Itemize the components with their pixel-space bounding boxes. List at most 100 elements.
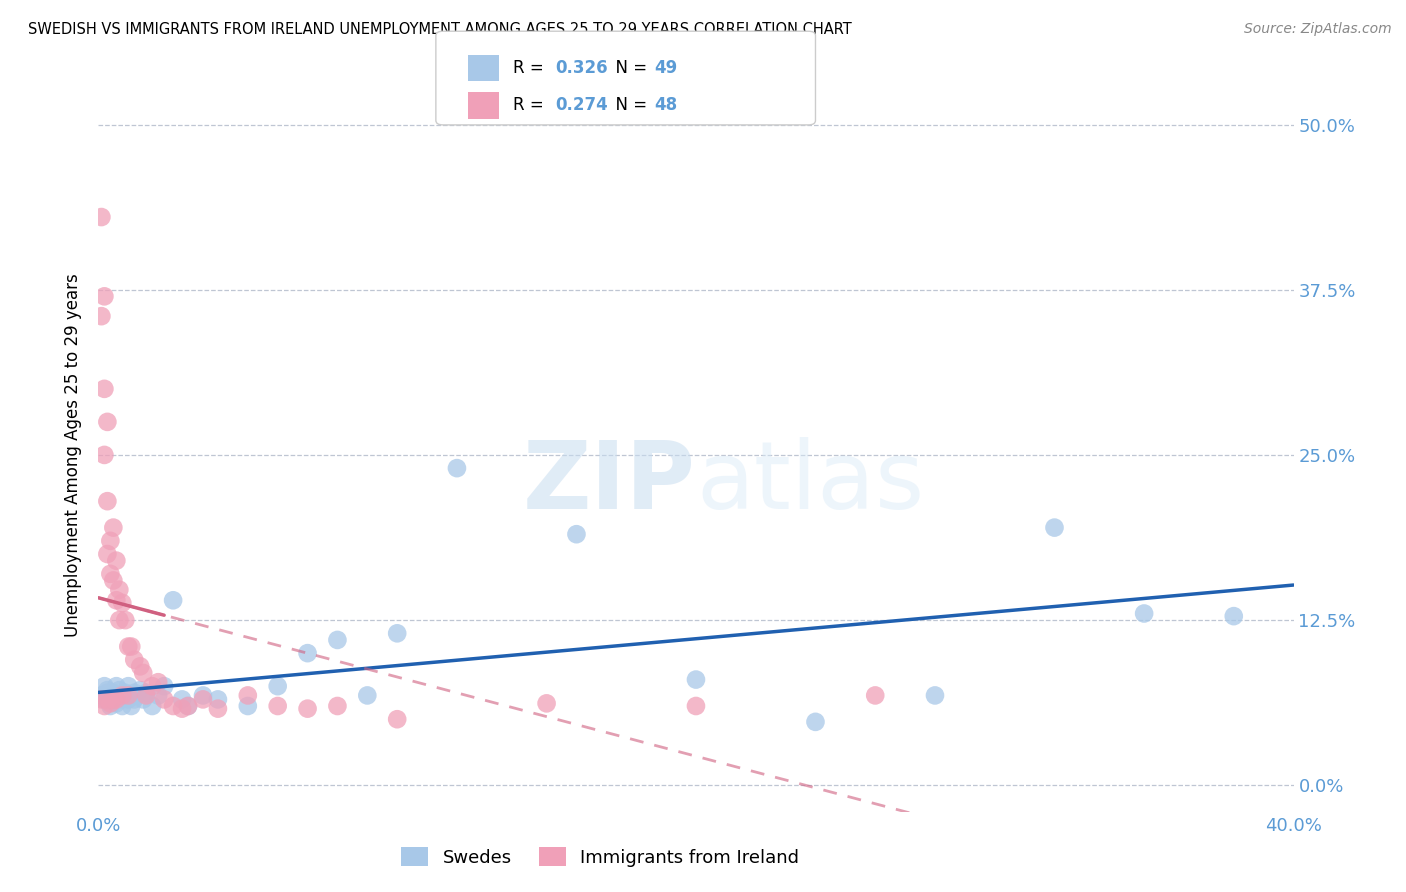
Point <box>100 533 122 548</box>
Point <box>236 689 259 703</box>
Point <box>105 697 128 711</box>
Point <box>172 692 194 706</box>
Point <box>90 692 112 706</box>
Point <box>565 527 588 541</box>
Point <box>177 698 200 713</box>
Point <box>326 698 349 713</box>
Point <box>297 646 319 660</box>
Point <box>148 689 170 703</box>
Point <box>685 673 707 687</box>
Text: 0.326: 0.326 <box>555 59 607 77</box>
Point <box>93 382 115 396</box>
Point <box>120 698 142 713</box>
Point <box>685 698 707 713</box>
Point <box>297 701 319 715</box>
Point <box>103 692 125 706</box>
Text: atlas: atlas <box>696 437 924 530</box>
Text: ZIP: ZIP <box>523 437 696 530</box>
Point <box>191 689 214 703</box>
Point <box>207 701 229 715</box>
Point <box>93 692 115 706</box>
Point <box>100 697 122 711</box>
Point <box>96 692 118 706</box>
Point <box>1043 520 1066 534</box>
Text: 49: 49 <box>654 59 678 77</box>
Point <box>129 683 152 698</box>
Point <box>124 692 146 706</box>
Point <box>385 712 409 726</box>
Point <box>103 686 125 700</box>
Point <box>93 448 115 462</box>
Point <box>172 701 194 715</box>
Point <box>135 689 157 703</box>
Point <box>114 613 136 627</box>
Point <box>153 679 176 693</box>
Point <box>446 461 468 475</box>
Point <box>191 692 214 706</box>
Point <box>124 686 146 700</box>
Point <box>117 689 139 703</box>
Point <box>207 692 229 706</box>
Point <box>93 679 115 693</box>
Text: 0.274: 0.274 <box>555 96 609 114</box>
Text: Source: ZipAtlas.com: Source: ZipAtlas.com <box>1244 22 1392 37</box>
Point <box>103 692 125 706</box>
Point <box>120 640 142 654</box>
Legend: Swedes, Immigrants from Ireland: Swedes, Immigrants from Ireland <box>394 840 807 874</box>
Point <box>96 494 118 508</box>
Point <box>127 689 149 703</box>
Point <box>111 698 134 713</box>
Point <box>108 689 131 703</box>
Point <box>100 689 122 703</box>
Point <box>129 659 152 673</box>
Y-axis label: Unemployment Among Ages 25 to 29 years: Unemployment Among Ages 25 to 29 years <box>65 273 83 637</box>
Point <box>103 520 125 534</box>
Text: SWEDISH VS IMMIGRANTS FROM IRELAND UNEMPLOYMENT AMONG AGES 25 TO 29 YEARS CORREL: SWEDISH VS IMMIGRANTS FROM IRELAND UNEMP… <box>28 22 852 37</box>
Point <box>804 714 827 729</box>
Point <box>96 683 118 698</box>
Text: 48: 48 <box>654 96 676 114</box>
Point <box>153 692 176 706</box>
Point <box>865 689 887 703</box>
Point <box>114 686 136 700</box>
Point <box>385 626 409 640</box>
Point <box>1133 607 1156 621</box>
Point <box>132 665 155 680</box>
Text: R =: R = <box>513 96 550 114</box>
Text: N =: N = <box>605 59 652 77</box>
Point <box>536 697 558 711</box>
Point <box>93 698 115 713</box>
Point <box>177 698 200 713</box>
Point <box>105 593 128 607</box>
Point <box>1223 609 1246 624</box>
Point <box>96 686 118 700</box>
Point <box>90 309 112 323</box>
Point <box>100 566 122 581</box>
Point <box>108 613 131 627</box>
Point <box>111 596 134 610</box>
Point <box>100 698 122 713</box>
Point <box>120 689 142 703</box>
Point <box>108 582 131 597</box>
Point <box>103 574 125 588</box>
Point <box>90 210 112 224</box>
Point <box>162 593 184 607</box>
Point <box>111 689 134 703</box>
Point <box>267 679 290 693</box>
Point <box>96 547 118 561</box>
Point <box>108 683 131 698</box>
Point <box>267 698 290 713</box>
Point <box>90 689 112 703</box>
Point <box>93 289 115 303</box>
Point <box>117 692 139 706</box>
Point <box>141 698 163 713</box>
Text: N =: N = <box>605 96 652 114</box>
Point <box>356 689 378 703</box>
Point <box>326 632 349 647</box>
Point <box>141 679 163 693</box>
Point <box>124 653 146 667</box>
Point <box>117 640 139 654</box>
Point <box>111 692 134 706</box>
Point <box>148 675 170 690</box>
Point <box>924 689 946 703</box>
